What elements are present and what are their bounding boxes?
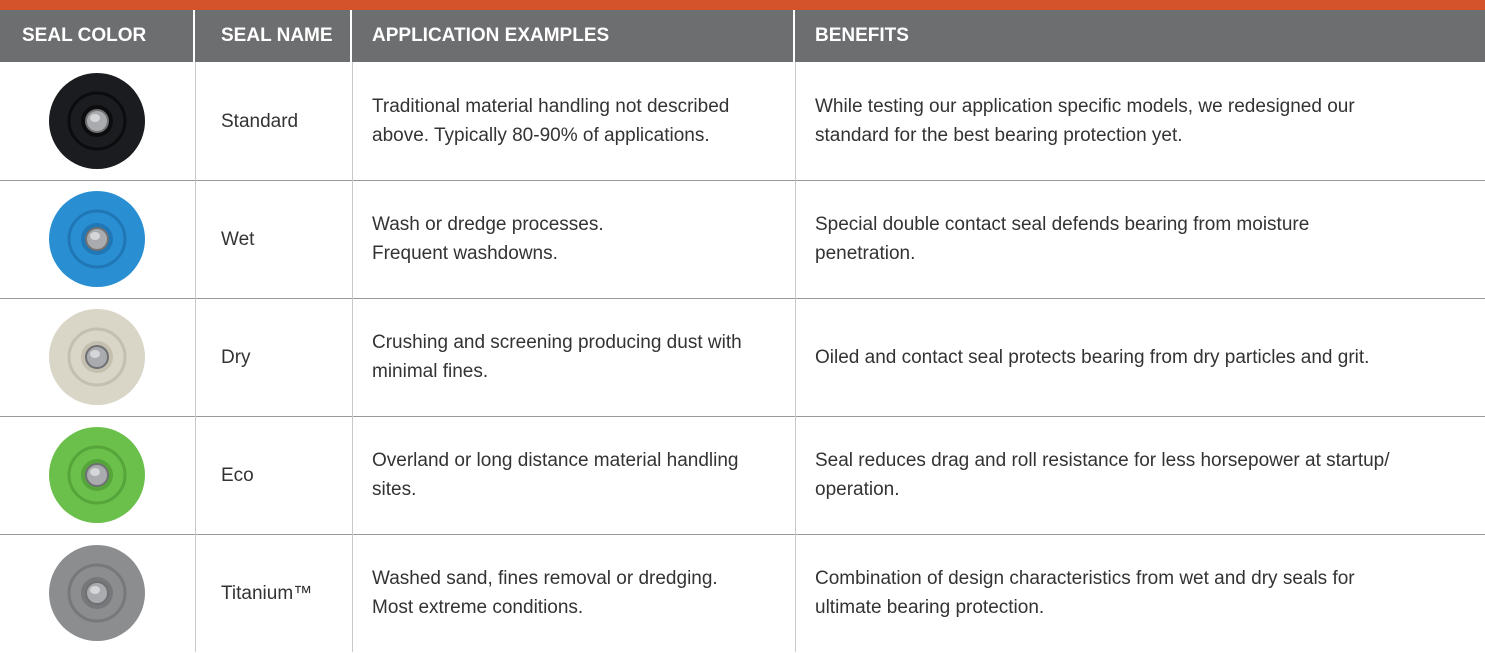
seal-icon (47, 543, 147, 643)
column-divider (352, 62, 353, 180)
column-divider (795, 180, 796, 298)
seal-graphic (49, 309, 145, 405)
seal-name: Standard (195, 62, 352, 180)
accent-bar (0, 0, 1485, 10)
benefits-line: Seal reduces drag and roll resistance fo… (815, 450, 1390, 471)
column-divider (195, 534, 196, 652)
application-cell: Wash or dredge processes. Frequent washdo… (352, 180, 795, 298)
seal-name-text: Standard (221, 110, 299, 132)
column-header: SEAL NAME (195, 10, 352, 62)
application-cell: Traditional material handling not descri… (352, 62, 795, 180)
seal-name: Eco (195, 416, 352, 534)
application-line: Most extreme conditions. (372, 597, 584, 618)
application-cell: Crushing and screening producing dust wi… (352, 298, 795, 416)
seal-graphic (49, 427, 145, 523)
seal-name: Dry (195, 298, 352, 416)
application-cell: Washed sand, fines removal or dredging. M… (352, 534, 795, 652)
benefits-cell: Combination of design characteristics fr… (795, 534, 1485, 652)
benefits-line: operation. (815, 479, 900, 500)
column-header: BENEFITS (795, 10, 1485, 62)
column-divider (795, 416, 796, 534)
benefits-line: Special double contact seal defends bear… (815, 214, 1310, 235)
benefits-line: Combination of design characteristics fr… (815, 568, 1355, 589)
column-divider (195, 180, 196, 298)
seal-graphic (49, 191, 145, 287)
seal-icon (47, 307, 147, 407)
column-header: APPLICATION EXAMPLES (352, 10, 795, 62)
row-divider (0, 534, 1485, 535)
seal-name-text: Wet (221, 228, 255, 250)
column-header: SEAL COLOR (0, 10, 195, 62)
column-divider (352, 416, 353, 534)
benefits-cell: While testing our application specific m… (795, 62, 1485, 180)
application-line: Frequent washdowns. (372, 243, 558, 264)
column-divider (795, 298, 796, 416)
application-line: Traditional material handling not descri… (372, 96, 730, 117)
column-divider (195, 62, 196, 180)
application-line: minimal fines. (372, 361, 489, 382)
column-divider (195, 298, 196, 416)
application-line: sites. (372, 479, 417, 500)
column-divider (352, 180, 353, 298)
application-line: Washed sand, fines removal or dredging. (372, 568, 718, 589)
seal-icon (47, 189, 147, 289)
seal-name-text: Eco (221, 464, 254, 486)
column-divider (795, 62, 796, 180)
application-cell: Overland or long distance material handl… (352, 416, 795, 534)
row-divider (0, 298, 1485, 299)
benefits-cell: Oiled and contact seal protects bearing … (795, 298, 1485, 416)
application-line: Crushing and screening producing dust wi… (372, 332, 742, 353)
application-line: Overland or long distance material handl… (372, 450, 739, 471)
seal-name: Wet (195, 180, 352, 298)
seal-graphic (49, 545, 145, 641)
column-divider (352, 298, 353, 416)
seal-graphic (49, 73, 145, 169)
seal-name-text: Titanium™ (221, 582, 313, 604)
row-divider (0, 416, 1485, 417)
column-divider (795, 534, 796, 652)
column-divider (352, 534, 353, 652)
column-divider (195, 416, 196, 534)
benefits-line: While testing our application specific m… (815, 96, 1355, 117)
benefits-line: standard for the best bearing protection… (815, 125, 1183, 146)
benefits-cell: Special double contact seal defends bear… (795, 180, 1485, 298)
benefits-line: ultimate bearing protection. (815, 597, 1045, 618)
application-line: Wash or dredge processes. (372, 214, 604, 235)
seal-icon (47, 425, 147, 525)
benefits-line: Oiled and contact seal protects bearing … (815, 346, 1370, 368)
seal-name: Titanium™ (195, 534, 352, 652)
seal-name-text: Dry (221, 346, 251, 368)
row-divider (0, 180, 1485, 181)
seal-icon (47, 71, 147, 171)
benefits-cell: Seal reduces drag and roll resistance fo… (795, 416, 1485, 534)
benefits-line: penetration. (815, 243, 916, 264)
application-line: above. Typically 80-90% of applications. (372, 125, 710, 146)
